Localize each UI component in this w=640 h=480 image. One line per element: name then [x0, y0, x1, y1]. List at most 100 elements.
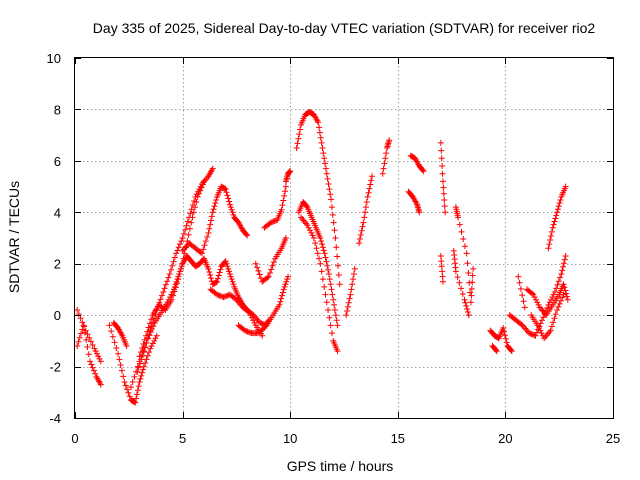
plus-marker — [557, 274, 564, 281]
plus-marker — [316, 129, 323, 136]
series-arc-25 — [450, 247, 472, 319]
plus-marker — [559, 267, 566, 274]
plus-marker — [136, 379, 143, 385]
plus-marker — [217, 293, 224, 300]
plus-marker — [215, 272, 222, 279]
plus-marker — [305, 224, 312, 231]
plus-marker — [324, 262, 331, 269]
series-arc-18 — [356, 173, 375, 247]
plus-marker — [468, 285, 475, 292]
plus-marker — [358, 227, 365, 234]
plus-marker — [469, 272, 476, 279]
plus-marker — [83, 336, 90, 343]
y-tick-label: -4 — [49, 411, 61, 426]
plus-marker — [343, 312, 350, 319]
plus-marker — [295, 135, 302, 142]
plus-marker — [214, 291, 221, 298]
plus-marker — [116, 356, 123, 363]
plus-marker — [151, 315, 158, 322]
plus-marker — [243, 328, 250, 335]
plus-marker — [138, 356, 145, 363]
plus-marker — [97, 358, 104, 365]
plus-marker — [232, 295, 239, 302]
plus-marker — [465, 269, 472, 276]
plus-marker — [142, 359, 149, 366]
plus-marker — [310, 235, 317, 241]
plus-marker — [228, 206, 235, 213]
plus-marker — [189, 214, 196, 221]
plus-marker — [216, 269, 223, 276]
plus-marker — [559, 294, 566, 301]
plus-marker — [531, 294, 538, 301]
x-tick-label: 20 — [498, 431, 512, 446]
plus-marker — [245, 329, 252, 336]
plus-marker — [74, 307, 81, 313]
plus-marker — [212, 200, 219, 207]
plus-marker — [365, 189, 372, 196]
plus-marker — [561, 256, 568, 263]
plus-marker — [90, 367, 97, 374]
plus-marker — [257, 275, 264, 282]
plus-marker — [556, 300, 563, 307]
plus-marker — [180, 230, 187, 237]
plus-marker — [379, 170, 386, 177]
plus-marker — [350, 276, 357, 283]
plus-marker — [329, 211, 336, 218]
plus-marker — [438, 258, 445, 265]
plus-marker — [200, 246, 207, 253]
plus-marker — [120, 373, 127, 380]
plus-marker — [439, 163, 446, 169]
plus-marker — [139, 345, 146, 352]
plus-marker — [440, 190, 447, 197]
y-axis-label: SDTVAR / TECUs — [6, 181, 22, 293]
plus-marker — [142, 344, 149, 351]
plus-marker — [469, 279, 476, 286]
plus-marker — [555, 303, 562, 310]
plus-marker — [187, 210, 194, 217]
plus-marker — [315, 119, 322, 126]
plus-marker — [347, 291, 354, 298]
plus-marker — [251, 319, 258, 326]
plus-marker — [438, 263, 445, 270]
plus-marker — [137, 349, 144, 356]
plus-marker — [359, 223, 366, 230]
plus-marker — [171, 254, 178, 261]
plus-marker — [328, 286, 335, 293]
plus-marker — [334, 262, 341, 269]
plus-marker — [202, 238, 209, 245]
grid — [75, 58, 613, 418]
plus-marker — [93, 350, 100, 357]
plus-marker — [551, 289, 558, 295]
x-tick-label: 10 — [283, 431, 297, 446]
plus-marker — [304, 222, 311, 229]
plus-marker — [554, 206, 561, 213]
plus-marker — [460, 236, 467, 243]
plus-marker — [225, 265, 232, 272]
plus-marker — [439, 268, 446, 275]
plus-marker — [269, 262, 276, 269]
plus-marker — [179, 260, 186, 267]
plus-marker — [501, 328, 508, 335]
plus-marker — [214, 275, 221, 282]
plus-marker — [325, 307, 332, 313]
plus-marker — [554, 281, 561, 288]
plus-marker — [89, 341, 96, 348]
plus-marker — [344, 308, 351, 315]
plus-marker — [517, 285, 524, 292]
plus-marker — [455, 214, 462, 221]
plus-marker — [356, 236, 363, 243]
axis-ticks: 0 5 10 15 20 25 -4 -2 0 2 4 6 8 10 — [47, 51, 621, 446]
series-arc-6 — [134, 165, 216, 375]
series-arc-10 — [235, 317, 272, 337]
plus-marker — [321, 250, 328, 257]
plot-frame — [74, 57, 614, 419]
plus-marker — [331, 307, 338, 313]
plus-marker — [544, 304, 551, 311]
plus-marker — [500, 325, 507, 331]
plus-marker — [381, 160, 388, 167]
plus-marker — [95, 353, 102, 360]
plus-marker — [318, 139, 325, 146]
plus-marker — [441, 196, 448, 203]
plus-marker — [210, 206, 217, 213]
